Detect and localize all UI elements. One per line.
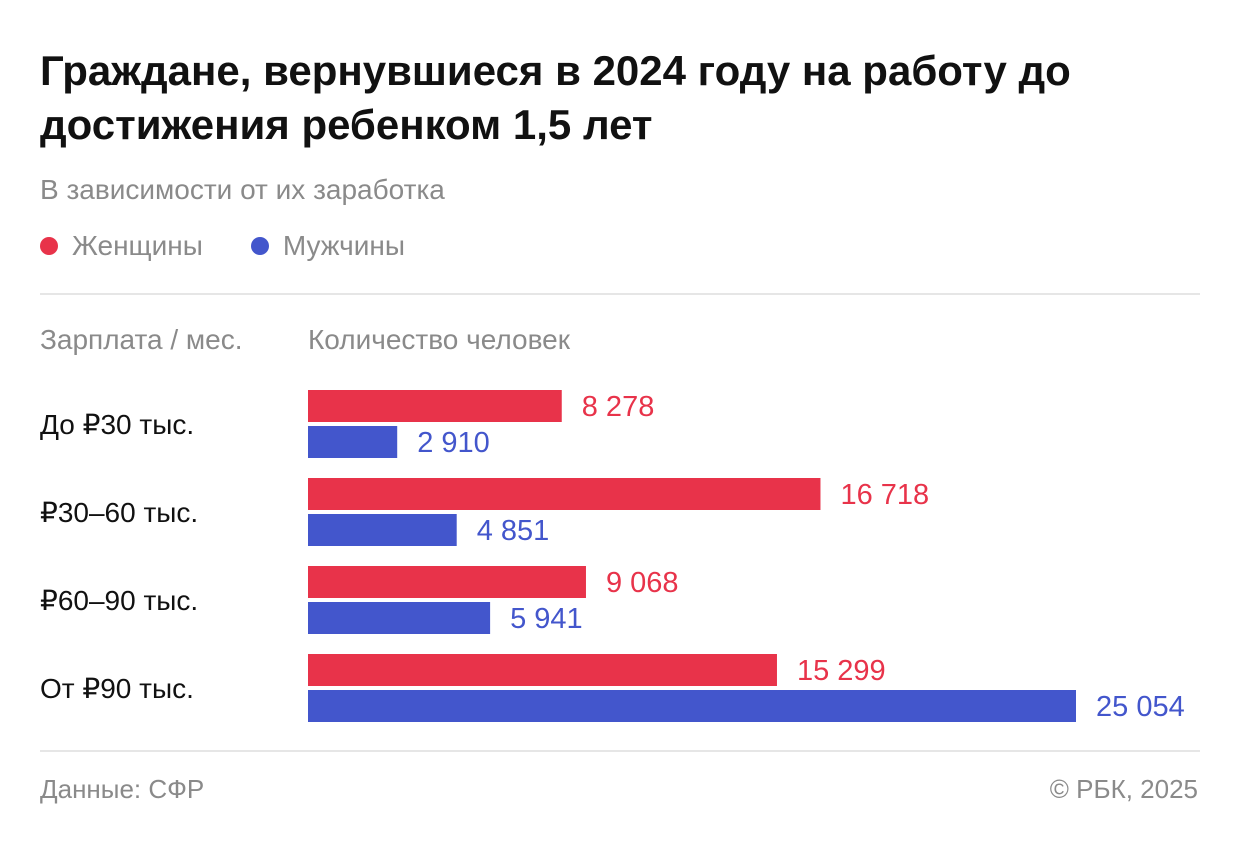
legend-label-men: Мужчины	[282, 230, 405, 261]
bottom-divider	[40, 750, 1200, 752]
legend-item-men: Мужчины	[250, 230, 405, 262]
value-column-header: Количество человек	[308, 324, 570, 355]
bar-women	[308, 654, 777, 686]
value-label-women: 8 278	[582, 391, 655, 423]
bar-men	[308, 514, 457, 546]
bar-women	[308, 478, 821, 510]
bar-men	[308, 690, 1076, 722]
value-label-men: 5 941	[510, 603, 583, 635]
legend: Женщины Мужчины	[40, 230, 405, 262]
category-label: ₽60–90 тыс.	[40, 585, 198, 616]
category-column-header: Зарплата / мес.	[40, 324, 243, 355]
value-label-women: 9 068	[606, 567, 679, 599]
legend-dot-women	[40, 237, 58, 255]
bar-chart: До ₽30 тыс. 8 278 2 910 ₽30–60 тыс. 16 718 4 …	[40, 390, 1185, 723]
bar-men	[308, 602, 491, 634]
category-label: От ₽90 тыс.	[40, 673, 194, 704]
value-label-women: 15 299	[797, 655, 886, 687]
copyright-note: © РБК, 2025	[1049, 774, 1198, 804]
chart-subtitle: В зависимости от их заработка	[40, 174, 445, 205]
legend-dot-men	[250, 237, 269, 255]
value-label-women: 16 718	[840, 479, 929, 511]
bar-women	[308, 566, 586, 598]
bar-men	[308, 426, 398, 458]
top-divider	[40, 293, 1200, 295]
source-note: Данные: СФР	[40, 774, 205, 804]
category-label: До ₽30 тыс.	[40, 409, 194, 440]
chart-title: Граждане, вернувшиеся в 2024 году на раб…	[40, 47, 1071, 148]
value-label-men: 2 910	[417, 427, 490, 459]
legend-label-women: Женщины	[72, 230, 203, 261]
legend-item-women: Женщины	[40, 230, 203, 262]
value-label-men: 25 054	[1096, 691, 1185, 723]
value-label-men: 4 851	[477, 515, 550, 547]
bar-women	[308, 390, 562, 422]
category-label: ₽30–60 тыс.	[40, 497, 198, 528]
